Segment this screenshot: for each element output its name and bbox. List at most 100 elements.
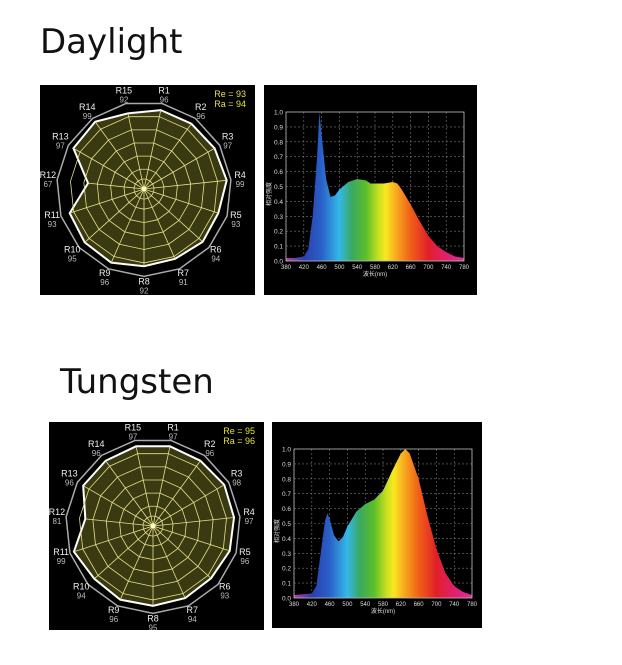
y-tick-label: 0.2 <box>274 229 283 236</box>
category-label-r7: R7 <box>178 268 190 278</box>
section-title-daylight: Daylight <box>40 22 183 62</box>
category-value-r11: 93 <box>48 220 57 229</box>
category-label-r8: R8 <box>147 614 159 624</box>
category-value-r4: 99 <box>236 180 245 189</box>
x-tick-label: 420 <box>299 265 310 271</box>
category-label-r5: R5 <box>239 547 251 557</box>
category-value-r12: 67 <box>43 180 52 189</box>
reference-outline <box>56 102 232 278</box>
category-value-r14: 96 <box>92 449 101 458</box>
reference-outline <box>65 439 241 615</box>
x-tick-label: 660 <box>414 602 425 608</box>
x-tick-label: 380 <box>281 265 292 271</box>
category-value-r5: 93 <box>231 220 240 229</box>
category-value-r5: 96 <box>240 557 249 566</box>
category-label-r9: R9 <box>99 268 111 278</box>
tungsten-cri-radar-chart: R1 97 R2 96 R3 98 R4 97 R5 96 R6 93 R7 94 R8 95 R9 96 R10 9… <box>49 422 264 630</box>
grid-spoke <box>143 188 203 243</box>
ra-annotation: Ra = 94 <box>214 99 246 109</box>
grid-spoke <box>87 182 145 190</box>
plot-frame <box>285 111 465 262</box>
category-label-r1: R1 <box>158 86 170 96</box>
category-label-r13: R13 <box>52 132 69 142</box>
category-value-r3: 98 <box>232 479 241 488</box>
y-tick-label: 0.6 <box>274 169 283 176</box>
category-label-r4: R4 <box>243 507 255 517</box>
grid-spoke <box>143 123 192 190</box>
re-annotation: Re = 93 <box>214 89 246 99</box>
category-value-r15: 92 <box>119 96 128 105</box>
grid-spoke <box>84 188 145 243</box>
category-label-r4: R4 <box>234 170 246 180</box>
x-tick-label: 460 <box>317 265 328 271</box>
category-value-r10: 94 <box>77 592 86 601</box>
category-label-r10: R10 <box>64 245 81 255</box>
category-value-r2: 96 <box>196 112 205 121</box>
category-label-r3: R3 <box>222 132 234 142</box>
y-tick-label: 1.0 <box>274 110 283 117</box>
ra-annotation: Ra = 96 <box>223 436 255 446</box>
category-value-r1: 97 <box>169 433 178 442</box>
y-tick-label: 0.4 <box>282 536 291 543</box>
grid-spoke <box>73 147 145 190</box>
grid-spoke <box>143 110 162 190</box>
section-title-tungsten: Tungsten <box>60 362 214 402</box>
grid-spoke <box>152 460 201 527</box>
y-tick-label: 0.7 <box>282 491 291 498</box>
y-tick-label: 0.0 <box>274 259 283 266</box>
re-annotation: Re = 95 <box>223 426 255 436</box>
x-tick-label: 620 <box>396 602 407 608</box>
x-tick-label: 660 <box>406 265 417 271</box>
x-tick-label: 580 <box>370 265 381 271</box>
category-value-r1: 96 <box>160 96 169 105</box>
y-tick-label: 0.1 <box>274 244 283 251</box>
category-label-r3: R3 <box>231 469 243 479</box>
spectrum-area <box>286 112 464 261</box>
category-value-r6: 94 <box>211 255 220 264</box>
x-tick-label: 500 <box>342 602 353 608</box>
category-label-r9: R9 <box>108 605 120 615</box>
grid-spoke <box>152 525 212 579</box>
grid-spoke <box>143 179 227 190</box>
grid-spoke <box>127 113 145 190</box>
grid-spoke <box>152 517 235 527</box>
daylight-cri-radar-chart: R1 96 R2 96 R3 97 R4 99 R5 93 R6 94 R7 91 R8 92 R9 96 R10 9… <box>40 85 255 295</box>
grid-spoke <box>85 518 154 527</box>
category-label-r5: R5 <box>230 210 242 220</box>
category-label-r13: R13 <box>61 469 78 479</box>
grid-spoke <box>152 525 186 599</box>
category-label-r14: R14 <box>79 102 96 112</box>
y-tick-label: 0.8 <box>282 476 291 483</box>
y-tick-label: 1.0 <box>282 447 291 454</box>
category-label-r10: R10 <box>73 582 90 592</box>
category-label-r15: R15 <box>116 86 133 96</box>
grid-spoke <box>94 525 154 580</box>
grid-ring <box>142 515 164 537</box>
x-tick-label: 740 <box>441 265 452 271</box>
y-axis-label: 相对强度 <box>265 182 273 206</box>
grid-ring <box>70 116 218 264</box>
grid-spoke <box>152 484 225 527</box>
y-tick-label: 0.8 <box>274 139 283 146</box>
grid-spoke <box>69 188 145 214</box>
category-value-r9: 96 <box>109 615 118 624</box>
category-value-r6: 93 <box>220 592 229 601</box>
category-value-r3: 97 <box>223 142 232 151</box>
x-tick-label: 460 <box>325 602 336 608</box>
x-axis-label: 波长(nm) <box>371 607 395 615</box>
y-tick-label: 0.5 <box>274 184 283 191</box>
x-tick-label: 780 <box>459 265 470 271</box>
grid-spoke <box>73 525 154 553</box>
y-tick-label: 0.1 <box>282 581 291 588</box>
plot-frame <box>293 448 473 599</box>
category-value-r7: 94 <box>188 615 197 624</box>
category-label-r12: R12 <box>40 170 56 180</box>
y-tick-label: 0.7 <box>274 154 283 161</box>
y-tick-label: 0.3 <box>282 551 291 558</box>
category-value-r14: 99 <box>83 112 92 121</box>
grid-ring <box>132 505 174 547</box>
y-tick-label: 0.2 <box>282 566 291 573</box>
x-tick-label: 540 <box>352 265 363 271</box>
grid-spoke <box>152 446 171 527</box>
grid-ring <box>133 178 155 200</box>
